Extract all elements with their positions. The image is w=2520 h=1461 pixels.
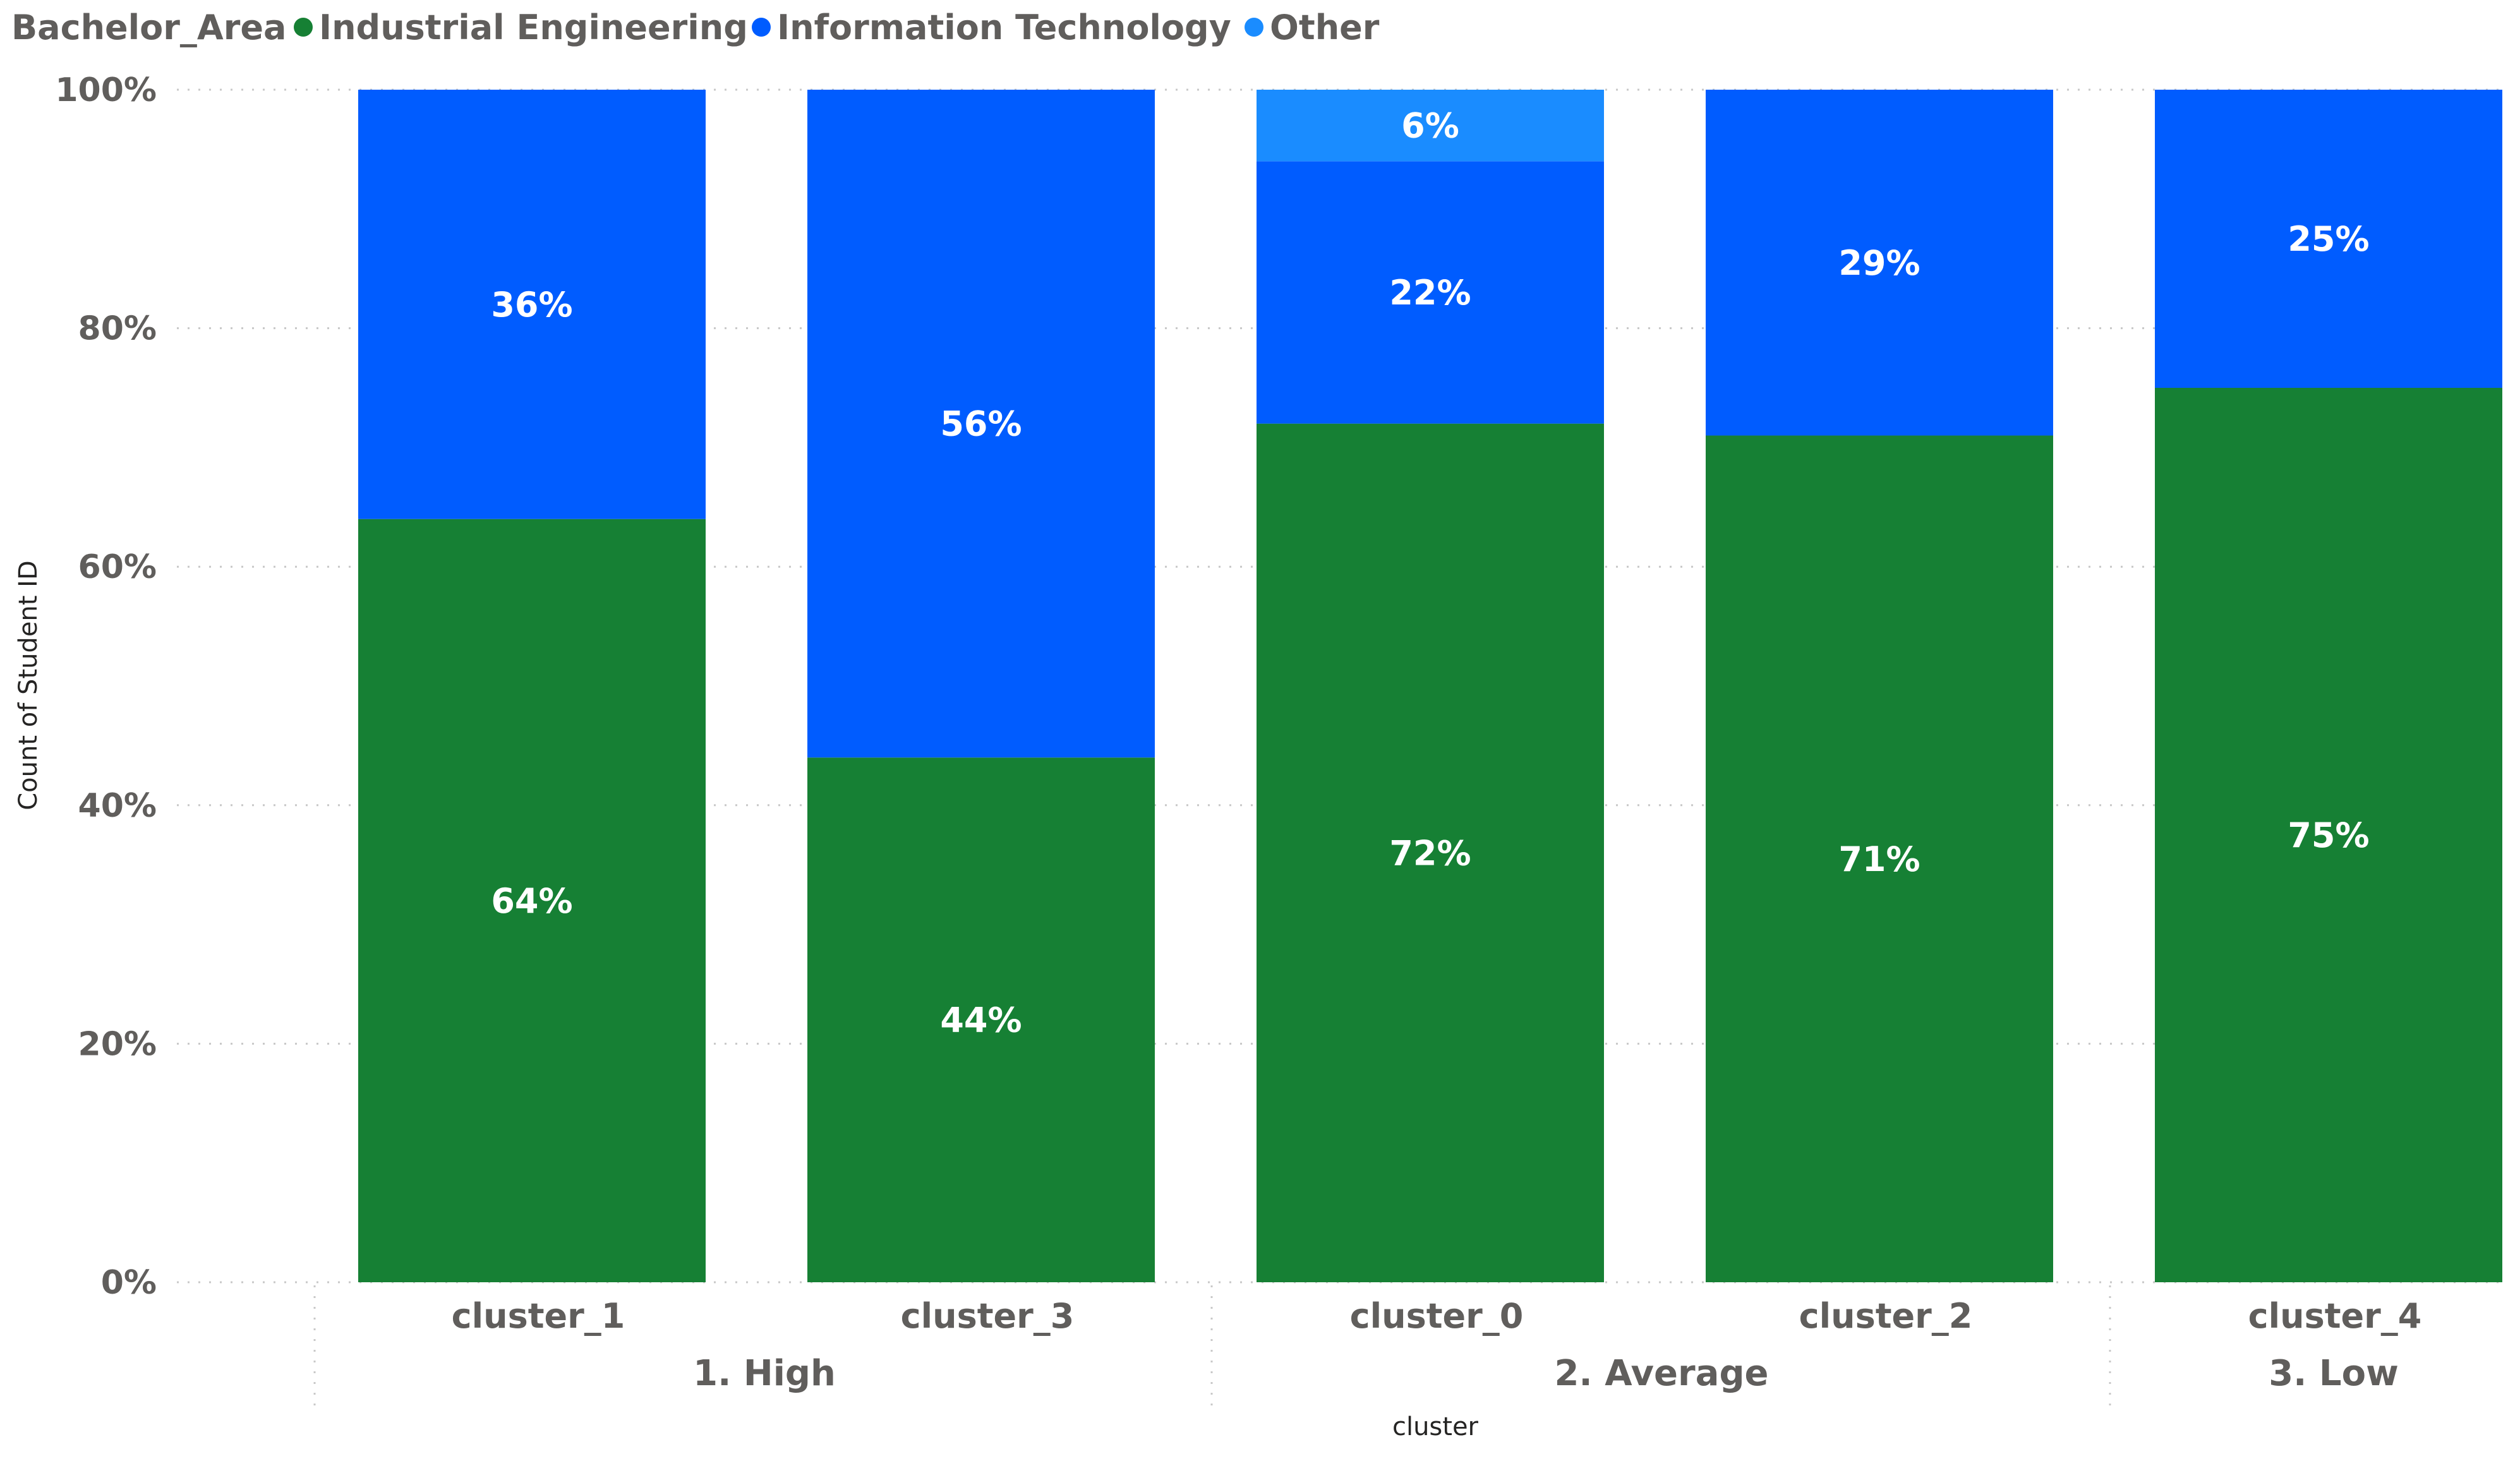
legend-title: Bachelor_Area xyxy=(11,8,286,47)
data-label: 56% xyxy=(940,404,1022,444)
data-label: 75% xyxy=(2288,815,2369,855)
x-tick-label: cluster_0 xyxy=(1350,1296,1524,1336)
x-axis: cluster_1 cluster_3 cluster_0 cluster_2 clus… xyxy=(313,1285,2422,1405)
y-axis-ticks: 0% 20% 40% 60% 80% 100% xyxy=(55,71,157,1302)
legend-item-other[interactable]: Other xyxy=(1245,8,1380,47)
bar-segment[interactable] xyxy=(2155,90,2502,388)
data-label: 72% xyxy=(1389,833,1471,873)
data-label: 25% xyxy=(2288,219,2369,259)
data-label: 71% xyxy=(1838,839,1920,879)
bar-segment[interactable] xyxy=(1257,161,1604,424)
bar-segment[interactable] xyxy=(807,90,1155,758)
legend-item-information-technology[interactable]: Information Technology xyxy=(752,8,1231,47)
bar-segment[interactable] xyxy=(807,757,1155,1282)
x-group-label: 2. Average xyxy=(1554,1353,1768,1394)
legend-label: Information Technology xyxy=(777,8,1231,47)
bar-segment[interactable] xyxy=(2155,388,2502,1282)
legend-item-industrial-engineering[interactable]: Industrial Engineering xyxy=(294,8,748,47)
legend-marker xyxy=(294,18,313,37)
legend-marker xyxy=(1245,18,1263,37)
x-tick-label: cluster_1 xyxy=(452,1296,625,1336)
x-axis-title: cluster xyxy=(1392,1412,1479,1441)
x-tick-label: cluster_3 xyxy=(901,1296,1075,1336)
y-tick-label: 80% xyxy=(78,310,157,348)
data-label: 36% xyxy=(491,285,572,325)
bar-segment[interactable] xyxy=(1706,435,2053,1282)
x-group-label: 3. Low xyxy=(2269,1353,2399,1394)
data-label: 29% xyxy=(1838,243,1920,283)
bar-segment[interactable] xyxy=(1706,90,2053,436)
y-tick-label: 100% xyxy=(55,71,157,109)
bars: 64% 36% 44% 56% 72% 22% 6% 71% 29% 75% 25% xyxy=(358,90,2502,1283)
bar-segment[interactable] xyxy=(1257,423,1604,1282)
bar-segment[interactable] xyxy=(358,90,706,519)
legend-label: Other xyxy=(1270,8,1380,47)
y-tick-label: 60% xyxy=(78,548,157,586)
data-label: 6% xyxy=(1401,106,1459,146)
legend-marker xyxy=(752,18,771,37)
y-tick-label: 0% xyxy=(101,1264,157,1302)
data-label: 22% xyxy=(1389,273,1471,313)
data-label: 64% xyxy=(491,881,572,921)
legend-label: Industrial Engineering xyxy=(319,8,748,47)
x-tick-label: cluster_4 xyxy=(2248,1296,2422,1336)
y-tick-label: 40% xyxy=(78,787,157,825)
y-axis-title: Count of Student ID xyxy=(14,560,43,810)
legend: Bachelor_Area Industrial Engineering Info… xyxy=(11,8,1380,47)
data-label: 44% xyxy=(940,1001,1022,1040)
bar-segment[interactable] xyxy=(358,519,706,1283)
y-tick-label: 20% xyxy=(78,1025,157,1063)
bar-segment[interactable] xyxy=(1257,90,1604,162)
x-tick-label: cluster_2 xyxy=(1799,1296,1973,1336)
x-group-label: 1. High xyxy=(693,1353,836,1394)
